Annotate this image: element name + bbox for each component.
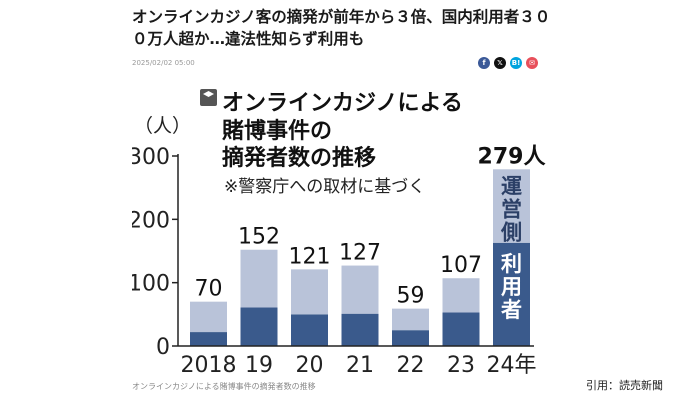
bar-operator-5 bbox=[442, 278, 480, 313]
series-label-user: 利 bbox=[501, 252, 522, 276]
bar-total-label: 59 bbox=[397, 284, 425, 309]
bar-operator-4 bbox=[392, 308, 429, 331]
bar-operator-1 bbox=[240, 249, 278, 308]
bar-total-label: 152 bbox=[238, 225, 280, 250]
series-label-user: 者 bbox=[501, 298, 522, 322]
y-tick-label: 0 bbox=[156, 335, 170, 360]
series-label-operator: 営 bbox=[501, 197, 522, 221]
image-caption: オンラインカジノによる賭博事件の摘発者数の推移 bbox=[132, 382, 316, 391]
bar-operator-2 bbox=[291, 269, 328, 315]
bar-user-0 bbox=[190, 332, 227, 346]
mail-icon[interactable]: ✉ bbox=[526, 57, 538, 69]
bar-user-6 bbox=[493, 242, 530, 346]
series-label-user: 用 bbox=[501, 275, 522, 299]
x-tick-label: 2018 bbox=[181, 353, 237, 378]
chart-title-line: オンラインカジノによる bbox=[222, 91, 463, 116]
bar-total-label: 70 bbox=[195, 277, 223, 302]
bar-operator-6 bbox=[493, 169, 530, 243]
x-tick-label: 21 bbox=[346, 353, 374, 378]
chart-title-line: 摘発者数の推移 bbox=[222, 145, 376, 171]
chart-title-line: 賭博事件の bbox=[222, 118, 332, 144]
x-tick-label: 22 bbox=[397, 353, 425, 378]
x-tick-label: 24年 bbox=[487, 353, 537, 378]
bar-user-2 bbox=[291, 314, 328, 346]
y-tick-label: 200 bbox=[132, 208, 170, 233]
bar-total-label: 279人 bbox=[478, 144, 546, 169]
bar-user-5 bbox=[442, 312, 480, 346]
bar-operator-3 bbox=[341, 265, 379, 314]
x-tick-label: 20 bbox=[296, 353, 324, 378]
bar-user-1 bbox=[240, 307, 278, 346]
chart-title-icon-face bbox=[203, 91, 214, 97]
bar-operator-0 bbox=[190, 301, 227, 333]
bar-user-3 bbox=[341, 313, 379, 346]
bar-total-label: 121 bbox=[289, 244, 331, 269]
bar-total-label: 127 bbox=[339, 241, 381, 266]
y-tick-label: 100 bbox=[132, 272, 170, 297]
image-credit: 引用：読売新聞 bbox=[586, 379, 663, 392]
x-tick-label: 23 bbox=[447, 353, 475, 378]
chart-title-icon bbox=[200, 89, 217, 106]
chart-image: オンラインカジノによる 賭博事件の 摘発者数の推移 ※警察庁への取材に基づく （人） 0 1… bbox=[128, 80, 548, 378]
share-buttons: f 𝕏 B! ✉ bbox=[478, 57, 538, 69]
x-tick-label: 19 bbox=[245, 353, 273, 378]
y-tick-label: 300 bbox=[132, 145, 170, 170]
bar-user-4 bbox=[392, 330, 429, 346]
series-label-operator: 側 bbox=[500, 220, 522, 244]
bar-chart: オンラインカジノによる賭博事件の摘発者数の推移 ※警察庁への取材に基づく （人） 0 1… bbox=[128, 89, 546, 378]
y-axis-unit: （人） bbox=[134, 115, 191, 137]
chart-source-note: ※警察庁への取材に基づく bbox=[224, 177, 425, 197]
article-headline: オンラインカジノ客の摘発が前年から３倍、国内利用者３００万人超か…違法性知らず利… bbox=[132, 8, 551, 48]
facebook-icon[interactable]: f bbox=[478, 57, 490, 69]
article-date: 2025/02/02 05:00 bbox=[132, 59, 195, 67]
bar-total-label: 107 bbox=[440, 253, 482, 278]
hatena-bookmark-icon[interactable]: B! bbox=[510, 57, 522, 69]
x-icon[interactable]: 𝕏 bbox=[494, 57, 506, 69]
series-label-operator: 運 bbox=[501, 174, 522, 198]
